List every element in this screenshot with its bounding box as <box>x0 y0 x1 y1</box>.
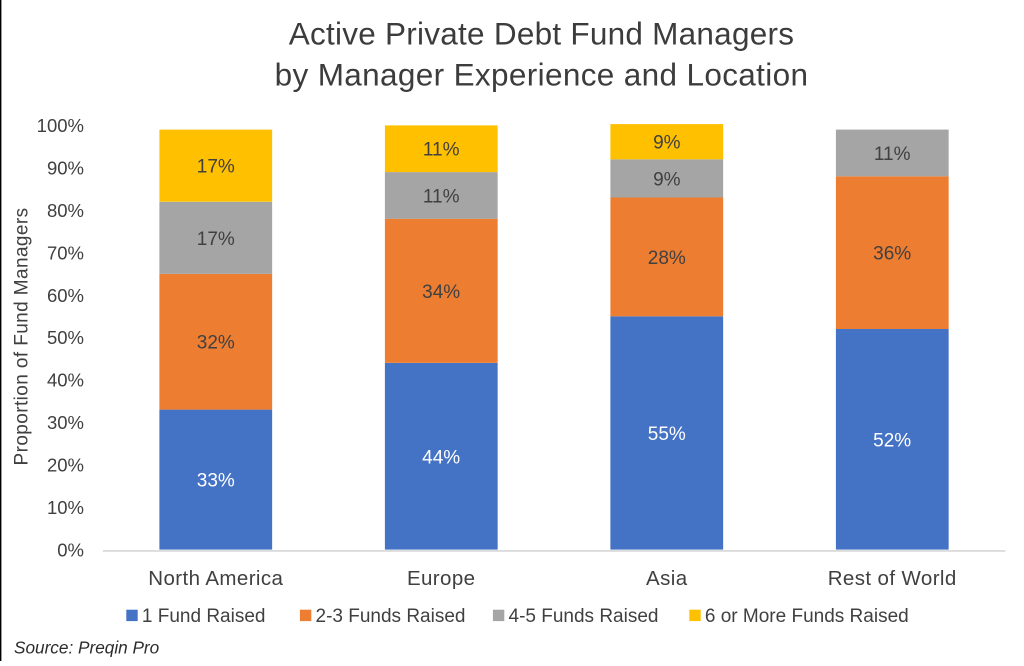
svg-text:1 Fund Raised: 1 Fund Raised <box>142 606 266 627</box>
svg-text:Source: Preqin Pro: Source: Preqin Pro <box>14 638 160 658</box>
svg-text:10%: 10% <box>47 497 84 518</box>
svg-text:11%: 11% <box>423 140 460 161</box>
svg-text:11%: 11% <box>874 144 911 165</box>
svg-text:20%: 20% <box>47 455 84 476</box>
svg-text:Proportion of Fund Managers: Proportion of Fund Managers <box>12 208 33 466</box>
svg-text:90%: 90% <box>47 158 84 179</box>
svg-text:Asia: Asia <box>646 567 688 590</box>
svg-text:100%: 100% <box>37 115 84 136</box>
svg-text:North America: North America <box>148 567 283 590</box>
svg-text:36%: 36% <box>873 244 911 265</box>
svg-text:by Manager Experience and Loca: by Manager Experience and Location <box>275 57 809 93</box>
svg-text:0%: 0% <box>57 539 84 560</box>
svg-text:9%: 9% <box>653 169 681 190</box>
svg-text:9%: 9% <box>653 133 681 154</box>
svg-text:Rest of World: Rest of World <box>828 567 957 590</box>
svg-text:28%: 28% <box>648 248 686 269</box>
svg-text:33%: 33% <box>197 471 235 492</box>
svg-text:17%: 17% <box>197 229 235 250</box>
svg-text:32%: 32% <box>197 333 235 354</box>
svg-text:60%: 60% <box>47 285 84 306</box>
svg-text:17%: 17% <box>197 157 235 178</box>
svg-text:80%: 80% <box>47 200 84 221</box>
svg-text:4-5 Funds Raised: 4-5 Funds Raised <box>509 606 659 627</box>
svg-text:11%: 11% <box>423 186 460 207</box>
svg-text:44%: 44% <box>422 447 460 468</box>
svg-text:Active Private Debt Fund Manag: Active Private Debt Fund Managers <box>289 16 794 52</box>
svg-text:50%: 50% <box>47 327 84 348</box>
svg-text:Europe: Europe <box>407 567 476 590</box>
svg-text:6 or More Funds Raised: 6 or More Funds Raised <box>705 606 909 627</box>
svg-text:34%: 34% <box>422 282 460 303</box>
svg-text:52%: 52% <box>873 430 911 451</box>
svg-text:55%: 55% <box>648 424 686 445</box>
svg-text:70%: 70% <box>47 242 84 263</box>
svg-text:2-3 Funds Raised: 2-3 Funds Raised <box>316 606 466 627</box>
svg-text:30%: 30% <box>47 412 84 433</box>
svg-text:40%: 40% <box>47 370 84 391</box>
